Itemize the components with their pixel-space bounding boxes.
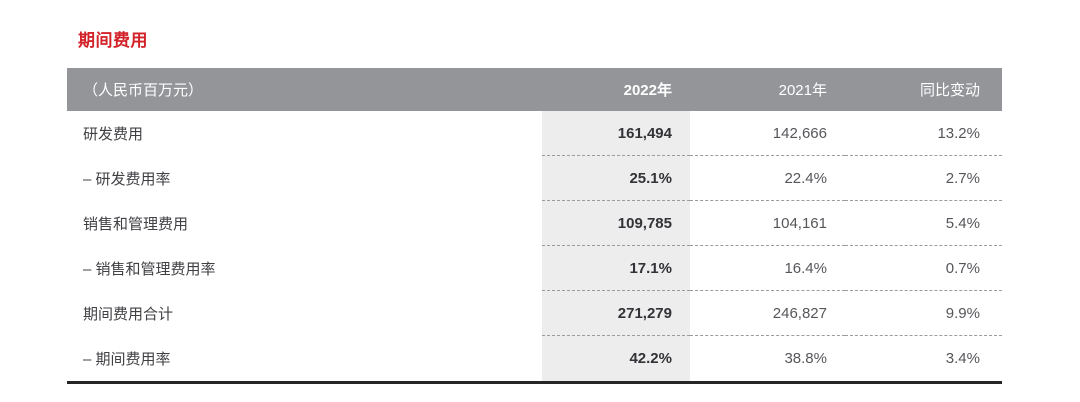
header-col-2022: 2022年 (623, 82, 672, 99)
row-value-2021: 142,666 (690, 111, 845, 156)
row-value-2022: 161,494 (542, 111, 690, 156)
row-value-2021: 22.4% (690, 156, 845, 201)
row-value-2022: 25.1% (542, 156, 690, 201)
row-value-2021: 104,161 (690, 201, 845, 246)
row-label: 期间费用合计 (83, 306, 174, 323)
row-value-2022: 271,279 (542, 291, 690, 336)
table-row: – 期间费用率 42.2% 38.8% 3.4% (67, 336, 1002, 381)
table-row: 研发费用 161,494 142,666 13.2% (67, 111, 1002, 156)
row-value-change: 3.4% (945, 350, 980, 367)
row-value-change: 5.4% (845, 201, 1002, 246)
section-title: 期间费用 (78, 31, 148, 50)
period-expense-table: （人民币百万元） 2022年 2021年 同比变动 研发费用 161,494 1… (67, 68, 1002, 384)
row-value-2021: 38.8% (784, 350, 827, 367)
row-value-2021: 246,827 (690, 291, 845, 336)
table-header-row: （人民币百万元） 2022年 2021年 同比变动 (67, 68, 1002, 111)
row-label: 销售和管理费用 (83, 216, 189, 233)
row-value-change: 9.9% (845, 291, 1002, 336)
table-row: – 销售和管理费用率 17.1% 16.4% 0.7% (67, 246, 1002, 291)
row-value-2021: 16.4% (690, 246, 845, 291)
header-col-2021: 2021年 (778, 82, 827, 99)
row-value-2022: 109,785 (542, 201, 690, 246)
row-label: – 研发费用率 (83, 171, 171, 188)
table-row: 期间费用合计 271,279 246,827 9.9% (67, 291, 1002, 336)
row-label: – 期间费用率 (83, 351, 171, 368)
row-value-change: 2.7% (845, 156, 1002, 201)
table-row: – 研发费用率 25.1% 22.4% 2.7% (67, 156, 1002, 201)
row-value-2022: 42.2% (542, 336, 690, 381)
header-col-change: 同比变动 (919, 82, 980, 99)
row-label: 研发费用 (83, 126, 144, 143)
row-value-change: 13.2% (845, 111, 1002, 156)
row-label: – 销售和管理费用率 (83, 261, 216, 278)
header-unit-label: （人民币百万元） (83, 82, 204, 99)
row-value-change: 0.7% (845, 246, 1002, 291)
table-bottom-rule (67, 381, 1002, 384)
row-value-2022: 17.1% (542, 246, 690, 291)
table-row: 销售和管理费用 109,785 104,161 5.4% (67, 201, 1002, 246)
